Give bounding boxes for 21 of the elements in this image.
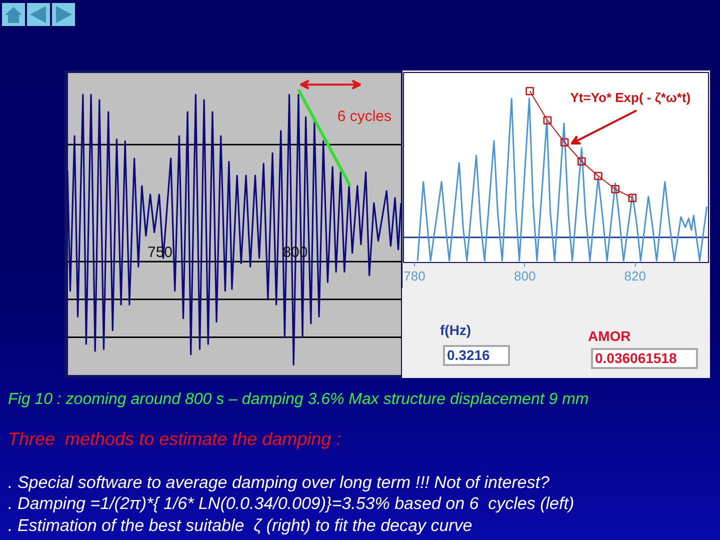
point: [560, 138, 569, 146]
caption: Fig 10 : zooming around 800 s – damping 3.6% Max structure displacement 9 mm: [8, 390, 589, 410]
text: 0.036061518: [591, 348, 698, 369]
text: . Estimation of the best suitable ζ (right) to fit the decay curve: [8, 515, 472, 537]
text: . Damping =1/(2π)*{ 1/6* LN(0.0.34/0.009)}=3.53% based on 6 cycles (left): [8, 493, 574, 515]
x-tick-label: 800: [514, 268, 536, 284]
point: [611, 184, 620, 194]
x-tick-label: 820: [624, 268, 646, 284]
annotation: 6 cycles: [337, 108, 392, 125]
point: [526, 87, 534, 96]
text: f(Hz): [440, 322, 472, 338]
x-tick-label: 780: [404, 268, 426, 284]
text: . Special software to average damping over long term !!! Not of interest?: [8, 472, 550, 494]
point: [628, 194, 637, 202]
annotation: Yt=Yo* Exp( - ζ*ω*t): [570, 90, 691, 106]
text: 0.3216: [443, 345, 510, 366]
text: AMOR: [588, 328, 631, 344]
point: [543, 116, 552, 125]
point: [577, 157, 586, 166]
point: [594, 172, 602, 180]
text: Three methods to estimate the damping :: [8, 428, 342, 451]
